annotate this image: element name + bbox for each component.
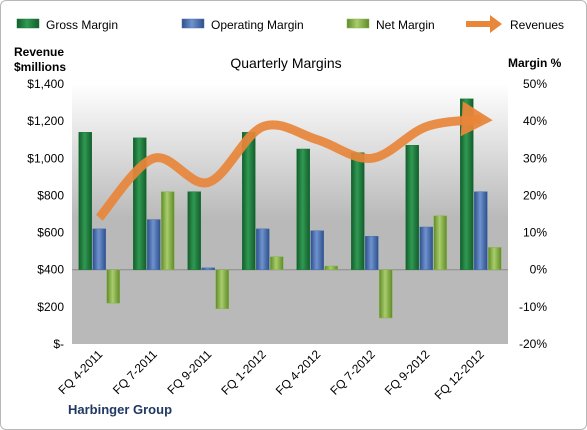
operating-margin-bar (92, 228, 106, 270)
x-tick: FQ 7-2011 (110, 347, 160, 397)
net-margin-bar (270, 256, 284, 270)
y-left-title-line2: $millions (14, 60, 66, 74)
revenues-legend-label: Revenues (510, 18, 564, 32)
operating-margin-bar (201, 267, 215, 270)
y-right-tick: 10% (523, 226, 547, 240)
operating-margin-legend-swatch (181, 18, 205, 29)
net-margin-legend-swatch (346, 18, 370, 29)
operating-margin-bar (474, 191, 488, 270)
y-right-tick: -10% (519, 300, 547, 314)
y-right-tick: 50% (523, 77, 547, 91)
net-margin-bar (215, 269, 229, 309)
net-margin-bar (433, 215, 447, 270)
operating-margin-bar (419, 226, 433, 270)
gross-margin-bar (187, 191, 201, 270)
y-right-tick: 30% (523, 151, 547, 165)
y-left-tick: $1,000 (27, 151, 64, 165)
gross-margin-legend-swatch (16, 18, 40, 29)
y-left-tick: $600 (37, 226, 64, 240)
chart-title: Quarterly Margins (230, 55, 341, 71)
x-tick: FQ 1-2012 (218, 347, 269, 398)
y-right-tick: 40% (523, 114, 547, 128)
y-right-tick: -20% (519, 337, 547, 351)
x-tick: FQ 12-2012 (432, 347, 487, 402)
net-margin-bar (324, 265, 338, 270)
y-right-tick: 20% (523, 188, 547, 202)
gross-margin-bar (242, 132, 256, 270)
net-margin-legend-label: Net Margin (376, 18, 435, 32)
gross-margin-bar (351, 152, 365, 270)
operating-margin-bar (310, 230, 324, 270)
x-tick: FQ 9-2012 (382, 347, 433, 398)
gross-margin-bar (133, 137, 147, 270)
y-left-tick: $- (53, 337, 64, 351)
y-left-tick: $1,200 (27, 114, 64, 128)
gross-margin-bar (78, 132, 92, 270)
y-right-title: Margin % (508, 56, 562, 70)
x-tick: FQ 9-2011 (165, 347, 215, 397)
operating-margin-bar (256, 228, 270, 270)
gross-margin-bar (405, 145, 419, 270)
y-right-tick: 0% (530, 263, 548, 277)
operating-margin-legend-label: Operating Margin (211, 18, 304, 32)
gross-margin-bar (460, 98, 474, 270)
revenues-arrowhead (460, 101, 493, 137)
operating-margin-bar (365, 236, 379, 270)
x-tick: FQ 7-2012 (327, 347, 378, 398)
revenues-legend-swatch (466, 15, 502, 33)
y-left-tick: $200 (37, 300, 64, 314)
y-left-title-line1: Revenue (14, 45, 64, 59)
source-label: Harbinger Group (68, 402, 172, 417)
net-margin-bar (161, 191, 175, 270)
x-tick: FQ 4-2012 (273, 347, 324, 398)
y-left-tick: $1,400 (27, 77, 64, 91)
y-left-tick: $800 (37, 188, 64, 202)
revenues-line (95, 114, 482, 221)
net-margin-bar (488, 247, 502, 270)
gross-margin-legend-label: Gross Margin (46, 18, 118, 32)
operating-margin-bar (147, 219, 161, 270)
gross-margin-bar (296, 148, 310, 270)
y-left-tick: $400 (37, 263, 64, 277)
x-tick: FQ 4-2011 (56, 347, 106, 397)
net-margin-bar (379, 269, 393, 319)
net-margin-bar (106, 269, 120, 304)
